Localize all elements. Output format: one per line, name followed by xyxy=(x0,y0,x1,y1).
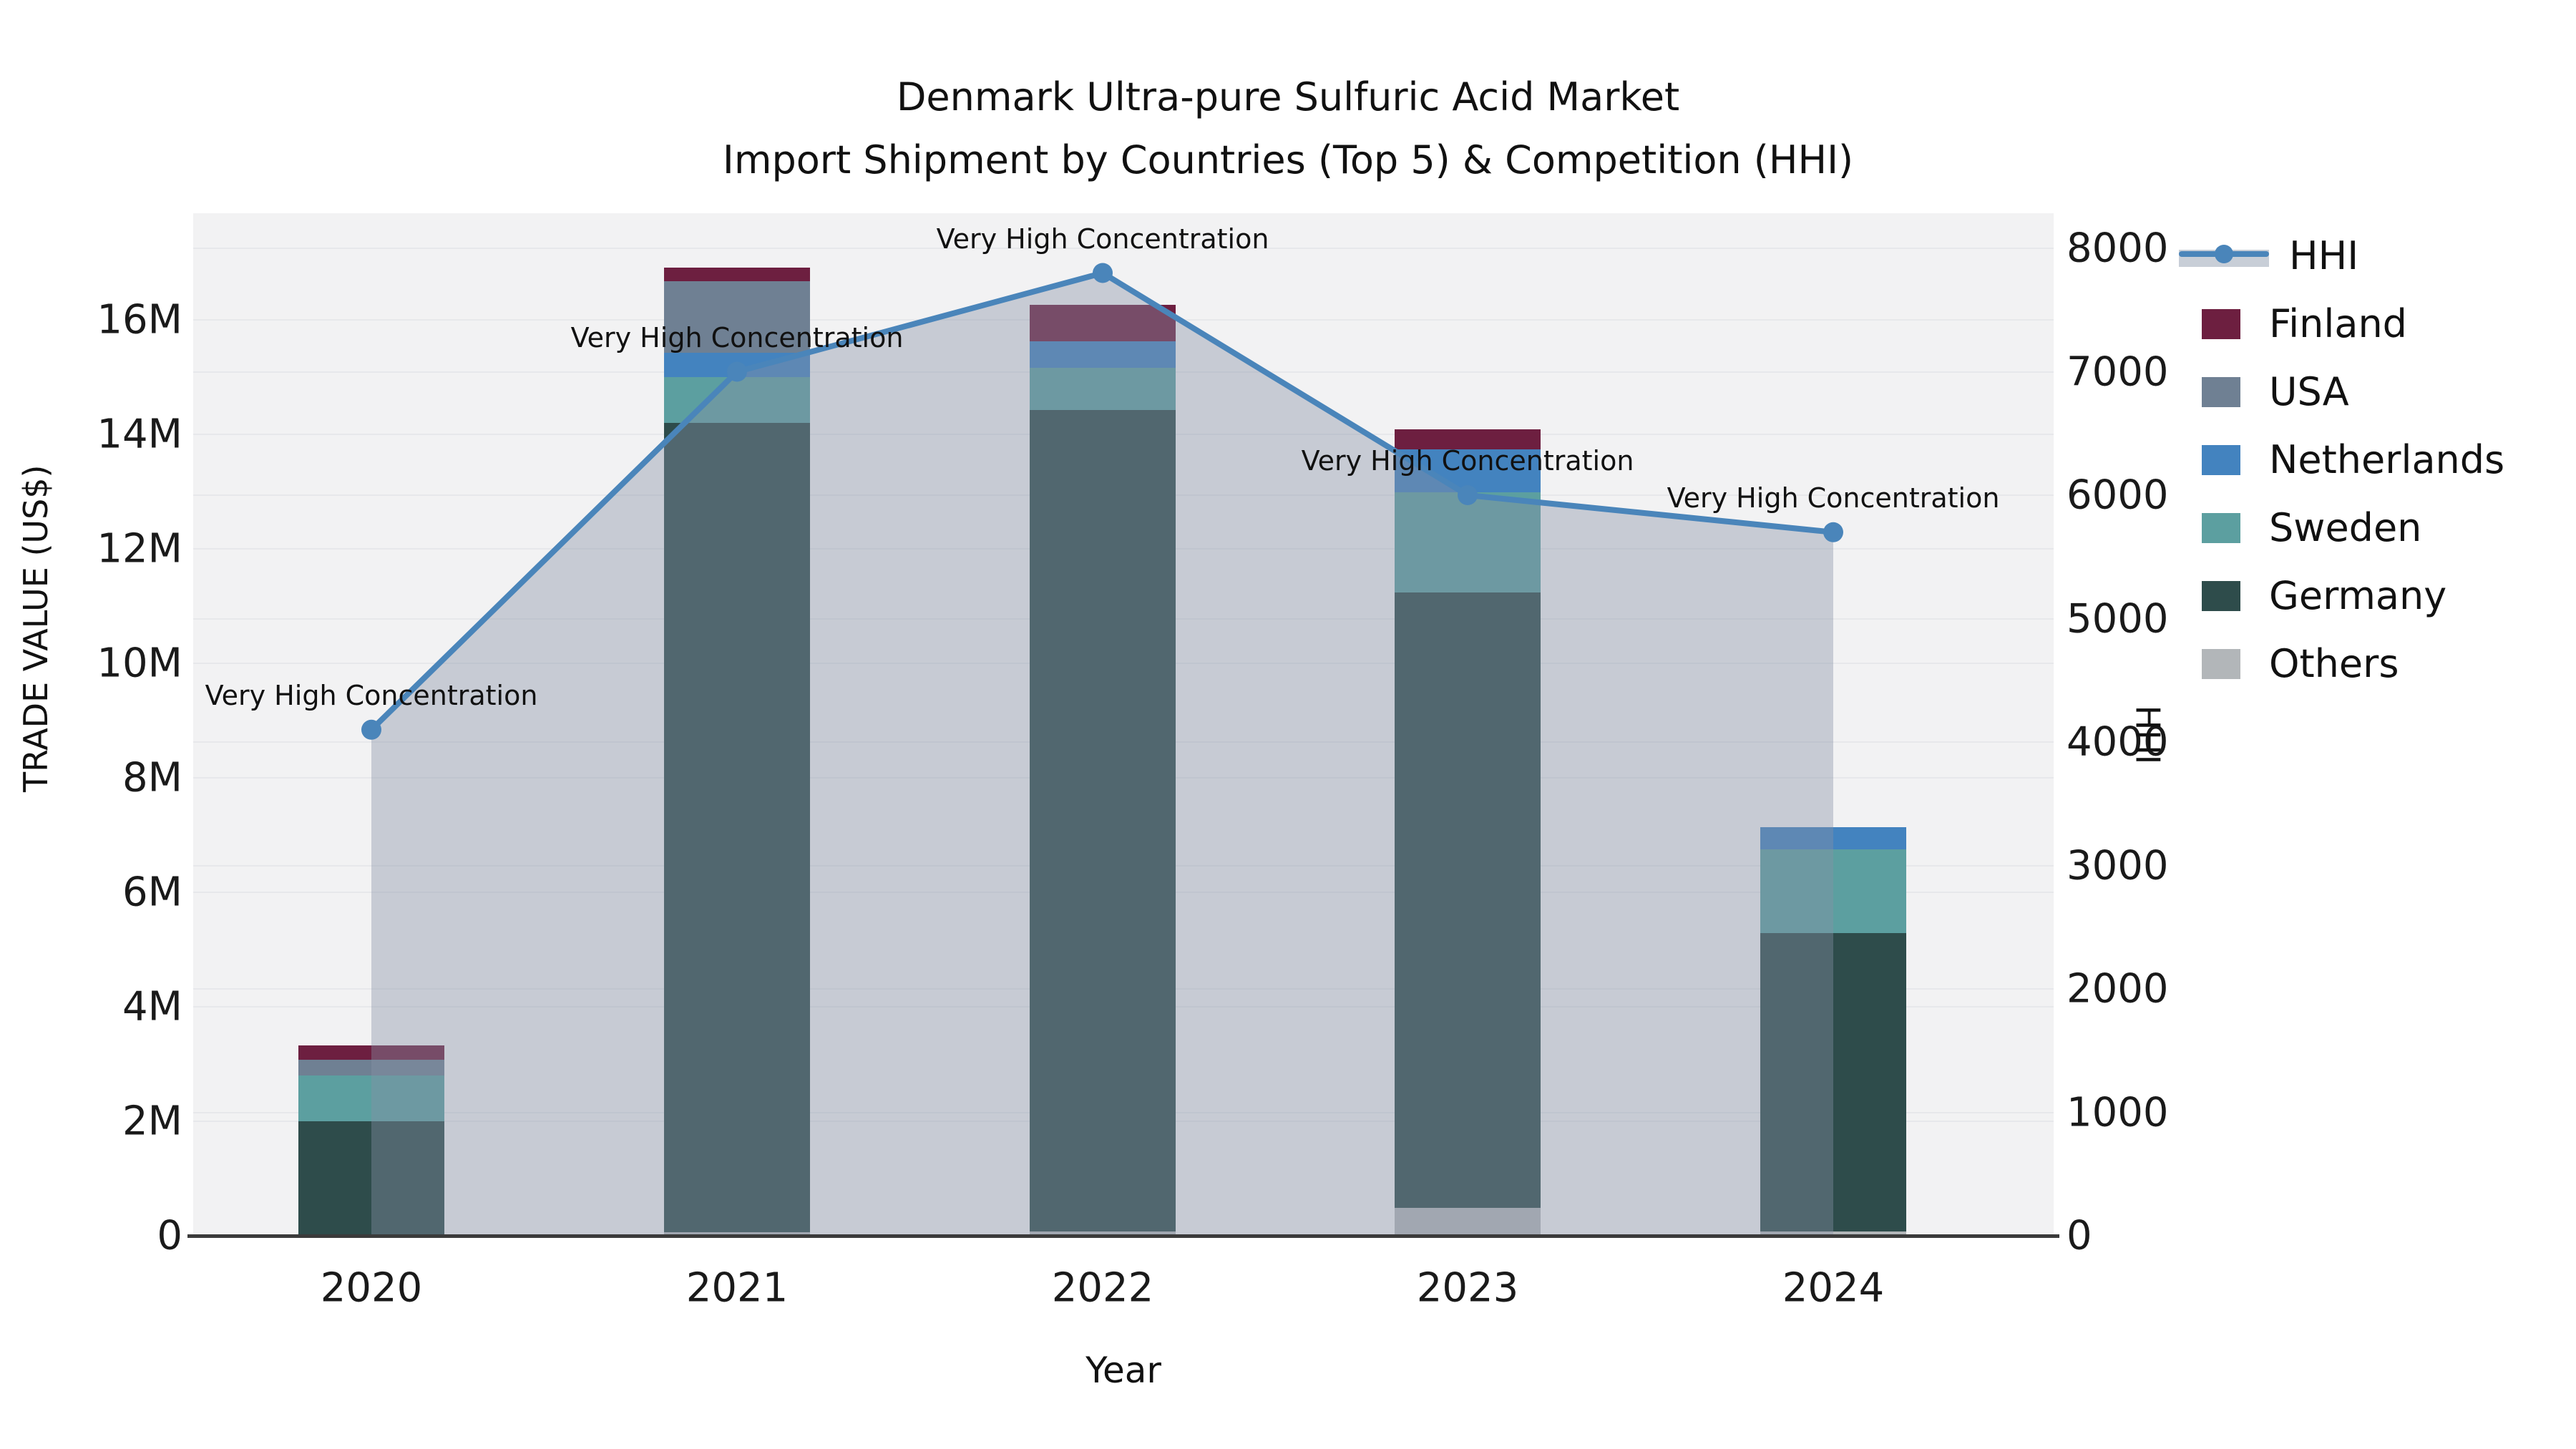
bar-segment-2023-sweden xyxy=(1395,492,1541,592)
legend-swatch-finland xyxy=(2202,308,2240,339)
y-right-tick-2000: 2000 xyxy=(2067,965,2169,1013)
legend-item-usa: USA xyxy=(2179,358,2349,426)
legend-label-hhi: HHI xyxy=(2289,233,2359,278)
bar-segment-2022-others xyxy=(1030,1231,1176,1236)
legend-item-finland: Finland xyxy=(2179,290,2407,358)
x-tick-2023: 2023 xyxy=(1416,1264,1519,1312)
bar-segment-2023-germany xyxy=(1395,592,1541,1208)
annotation-2022: Very High Concentration xyxy=(936,223,1269,255)
annotation-2021: Very High Concentration xyxy=(570,321,904,353)
x-tick-2024: 2024 xyxy=(1782,1264,1885,1312)
x-tick-2021: 2021 xyxy=(686,1264,789,1312)
bar-segment-2024-netherlands xyxy=(1760,826,1906,849)
y-right-tick-8000: 8000 xyxy=(2067,225,2169,272)
bar-segment-2020-usa xyxy=(298,1059,444,1075)
bar-segment-2024-others xyxy=(1760,1231,1906,1236)
y-left-tick-8M: 8M xyxy=(122,754,182,801)
chart-title: Denmark Ultra-pure Sulfuric Acid Market xyxy=(896,74,1680,119)
legend-label-finland: Finland xyxy=(2269,301,2407,346)
bar-segment-2021-others xyxy=(664,1232,810,1236)
bar-segment-2022-germany xyxy=(1030,409,1176,1231)
plot-area: Very High Concentration Very High Concent… xyxy=(193,213,2054,1236)
y-left-tick-12M: 12M xyxy=(97,525,182,572)
y-right-tick-1000: 1000 xyxy=(2067,1089,2169,1136)
x-tick-2022: 2022 xyxy=(1051,1264,1154,1312)
legend-item-sweden: Sweden xyxy=(2179,494,2421,562)
y-right-tick-4000: 4000 xyxy=(2067,718,2169,766)
gridline-right-8000 xyxy=(193,248,2054,249)
y-axis-left-title: TRADE VALUE (US$) xyxy=(16,464,55,792)
legend-label-usa: USA xyxy=(2269,369,2349,414)
legend-label-sweden: Sweden xyxy=(2269,505,2422,550)
hhi-marker-2022 xyxy=(1093,263,1113,283)
legend-item-hhi: HHI xyxy=(2179,222,2358,290)
x-tick-2020: 2020 xyxy=(320,1264,423,1312)
y-right-tick-7000: 7000 xyxy=(2067,348,2169,395)
y-left-tick-6M: 6M xyxy=(122,869,182,916)
y-right-tick-6000: 6000 xyxy=(2067,472,2169,519)
legend-label-germany: Germany xyxy=(2269,573,2447,618)
legend-label-netherlands: Netherlands xyxy=(2269,437,2505,482)
bar-segment-2021-sweden xyxy=(664,377,810,423)
hhi-marker-2024 xyxy=(1823,522,1843,542)
bar-segment-2022-finland xyxy=(1030,305,1176,341)
annotation-2024: Very High Concentration xyxy=(1667,482,2000,514)
bar-segment-2021-netherlands xyxy=(664,352,810,377)
bar-segment-2020-sweden xyxy=(298,1075,444,1121)
chart-title-block: Denmark Ultra-pure Sulfuric Acid Market … xyxy=(723,66,1853,192)
y-left-tick-0: 0 xyxy=(157,1212,182,1259)
hhi-marker-2020 xyxy=(361,719,381,740)
hhi-legend-symbol xyxy=(2179,244,2269,268)
y-right-tick-3000: 3000 xyxy=(2067,842,2169,889)
legend-item-others: Others xyxy=(2179,630,2399,698)
bar-segment-2020-germany xyxy=(298,1121,444,1234)
y-left-tick-14M: 14M xyxy=(97,411,182,458)
y-right-tick-5000: 5000 xyxy=(2067,595,2169,642)
bar-segment-2020-finland xyxy=(298,1045,444,1060)
y-left-tick-10M: 10M xyxy=(97,640,182,687)
y-left-tick-16M: 16M xyxy=(97,296,182,343)
y-left-tick-4M: 4M xyxy=(122,983,182,1030)
legend-swatch-sweden xyxy=(2202,512,2240,543)
annotation-2023: Very High Concentration xyxy=(1301,445,1634,477)
bar-segment-2021-finland xyxy=(664,268,810,281)
legend-item-netherlands: Netherlands xyxy=(2179,426,2504,494)
legend-swatch-germany xyxy=(2202,580,2240,611)
legend-swatch-netherlands xyxy=(2202,444,2240,475)
bar-segment-2024-sweden xyxy=(1760,849,1906,933)
bar-segment-2022-netherlands xyxy=(1030,341,1176,369)
x-axis-line xyxy=(187,1234,2059,1238)
hhi-legend-marker xyxy=(2215,244,2233,263)
chart-subtitle: Import Shipment by Countries (Top 5) & C… xyxy=(722,137,1854,182)
legend-swatch-others xyxy=(2202,648,2240,679)
y-axis-right-title: HHI xyxy=(2128,705,2167,765)
x-axis-title: Year xyxy=(1085,1350,1161,1391)
y-left-tick-2M: 2M xyxy=(122,1098,182,1145)
bar-segment-2022-sweden xyxy=(1030,368,1176,410)
bar-segment-2024-germany xyxy=(1760,932,1906,1231)
bar-segment-2023-others xyxy=(1395,1207,1541,1236)
legend-swatch-usa xyxy=(2202,376,2240,407)
y-right-tick-0: 0 xyxy=(2067,1212,2092,1259)
bar-segment-2021-germany xyxy=(664,423,810,1233)
annotation-2020: Very High Concentration xyxy=(205,679,538,711)
legend-item-germany: Germany xyxy=(2179,562,2446,630)
legend-label-others: Others xyxy=(2269,641,2399,686)
